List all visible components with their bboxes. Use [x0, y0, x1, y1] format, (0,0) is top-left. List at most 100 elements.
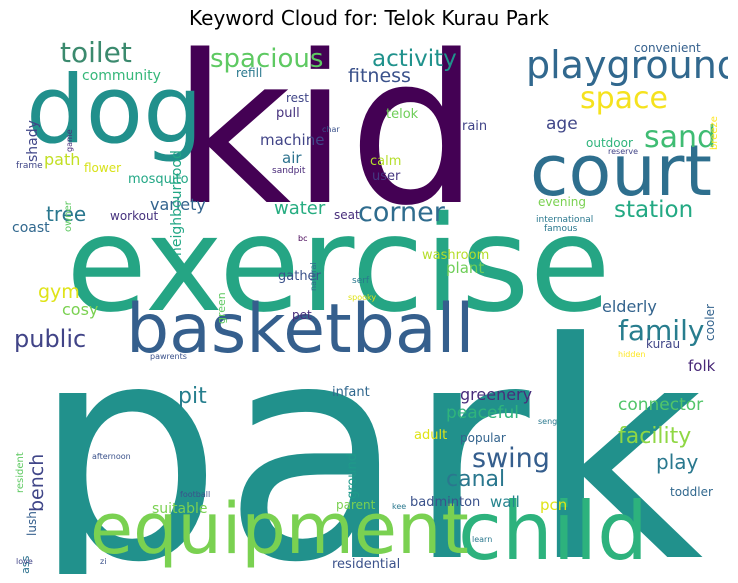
word-rest: rest	[286, 91, 310, 105]
word-hidden: hidden	[618, 350, 646, 359]
word-football: football	[180, 490, 211, 499]
word-zi: zi	[100, 557, 107, 566]
word-swing: swing	[472, 443, 550, 474]
word-spacious: spacious	[210, 44, 324, 74]
word-water: water	[274, 198, 326, 219]
word-space: space	[580, 81, 669, 116]
word-gym: gym	[38, 281, 80, 303]
word-corner: corner	[358, 197, 445, 228]
word-bc: bc	[298, 234, 308, 243]
word-char: char	[322, 125, 340, 134]
word-station: station	[614, 197, 694, 223]
word-ground: ground	[345, 453, 360, 499]
word-cosy: cosy	[62, 300, 99, 319]
figure-title: Keyword Cloud for: Telok Kurau Park	[189, 6, 549, 30]
word-park: park	[32, 279, 704, 575]
word-pit: pit	[178, 384, 207, 409]
word-public: public	[14, 325, 87, 353]
word-age: age	[546, 114, 578, 134]
word-coast: coast	[12, 220, 50, 236]
word-frame: frame	[16, 161, 43, 171]
word-international: international	[536, 215, 594, 225]
word-telok: telok	[386, 107, 419, 122]
word-sand: sand	[644, 120, 717, 155]
word-neighbourhood: neighbourhood	[169, 150, 185, 256]
word-equipment: equipment	[90, 488, 469, 570]
word-toddler: toddler	[670, 485, 713, 499]
word-gather: gather	[278, 269, 321, 284]
word-calm: calm	[370, 154, 402, 169]
word-shady: shady	[25, 120, 41, 162]
word-learn: learn	[472, 535, 493, 544]
word-community: community	[82, 68, 161, 84]
word-facility: facility	[618, 424, 692, 449]
word-fitness: fitness	[348, 65, 411, 87]
word-family: family	[618, 314, 705, 347]
word-residential: residential	[332, 557, 401, 572]
word-suitable: suitable	[152, 501, 208, 517]
word-dog: dog	[26, 56, 203, 165]
word-evening: evening	[538, 195, 587, 209]
word-washroom: washroom	[422, 248, 490, 263]
word-outdoor: outdoor	[586, 136, 633, 150]
word-game: game	[65, 129, 74, 152]
word-love: love	[16, 557, 33, 566]
word-kee: kee	[392, 502, 407, 511]
word-pet: pet	[292, 308, 312, 322]
word-variety: variety	[150, 195, 206, 214]
word-basketball: basketball	[126, 290, 475, 369]
word-lush: lush	[25, 511, 39, 536]
word-child: child	[458, 485, 648, 574]
word-play: play	[656, 450, 699, 474]
word-rain: rain	[462, 119, 488, 134]
word-activity: activity	[372, 46, 457, 72]
word-bench: bench	[26, 453, 48, 512]
word-kid: kid	[172, 36, 480, 251]
word-reserve: reserve	[608, 147, 639, 156]
word-connector: connector	[618, 395, 704, 415]
word-pawrents: pawrents	[150, 352, 187, 361]
word-wall: wall	[490, 493, 520, 511]
word-toilet: toilet	[60, 36, 132, 69]
word-afternoon: afternoon	[92, 452, 131, 461]
word-workout: workout	[110, 209, 159, 223]
word-elderly: elderly	[602, 297, 657, 316]
word-plant: plant	[446, 259, 485, 277]
word-flower: flower	[84, 161, 122, 175]
word-refill: refill	[236, 66, 263, 80]
word-seat: seat	[334, 208, 360, 222]
word-machine: machine	[260, 131, 325, 149]
word-adult: adult	[414, 428, 448, 443]
word-natural: natural	[309, 262, 318, 291]
word-user: user	[372, 169, 401, 184]
word-folk: folk	[688, 357, 716, 375]
word-air: air	[282, 149, 302, 167]
word-spooky: spooky	[348, 293, 377, 302]
word-seng: seng	[538, 417, 558, 426]
word-cooler: cooler	[703, 304, 717, 341]
word-popular: popular	[460, 431, 506, 445]
word-owner: owner	[63, 201, 74, 232]
word-peaceful: peaceful	[446, 403, 519, 423]
word-serf: serf	[352, 276, 370, 286]
word-path: path	[44, 150, 81, 169]
word-cloud: park kid exercise dog court basketball c…	[10, 36, 728, 574]
word-kurau: kurau	[646, 337, 681, 351]
word-famous: famous	[544, 224, 578, 234]
word-resident: resident	[15, 452, 26, 493]
word-canal: canal	[446, 467, 506, 492]
word-pcn: pcn	[540, 496, 568, 514]
word-playground: playground	[526, 43, 728, 87]
word-tree: tree	[46, 202, 87, 226]
word-court: court	[530, 130, 712, 212]
word-breeze: breeze	[709, 116, 720, 150]
word-exercise: exercise	[66, 188, 611, 342]
word-convenient: convenient	[634, 41, 701, 55]
word-green: green	[215, 292, 228, 324]
word-greenery: greenery	[460, 385, 533, 404]
word-pull: pull	[276, 106, 300, 121]
word-infant: infant	[332, 385, 370, 400]
word-parent: parent	[336, 498, 376, 512]
word-badminton: badminton	[410, 495, 481, 510]
word-mosquito: mosquito	[128, 172, 189, 187]
